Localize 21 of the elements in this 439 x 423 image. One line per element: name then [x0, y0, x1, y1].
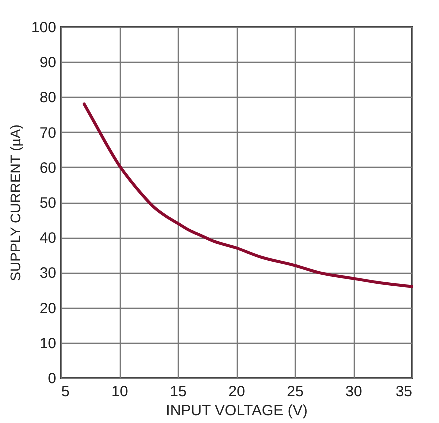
y-tick-label: 90: [40, 54, 56, 72]
y-tick-label: 20: [40, 300, 56, 318]
x-axis-title: INPUT VOLTAGE (V): [166, 402, 308, 420]
y-tick-label: 80: [40, 90, 56, 107]
y-tick-label: 40: [40, 230, 56, 248]
y-tick-label: 0: [48, 370, 56, 388]
y-tick-label: 60: [40, 160, 56, 177]
x-tick-label: 10: [112, 384, 128, 400]
y-tick-label: 30: [40, 265, 56, 282]
y-tick-label: 50: [40, 195, 56, 212]
y-tick-label: 10: [40, 335, 56, 352]
y-tick-label: 100: [31, 20, 56, 36]
line-series: [82, 102, 414, 288]
x-tick-label: 15: [170, 384, 187, 400]
x-tick-label: 20: [228, 384, 246, 400]
y-axis-title: SUPPLY CURRENT (µA): [7, 124, 24, 282]
y-tick-label: 70: [40, 124, 56, 142]
x-tick-label: 5: [62, 384, 70, 400]
x-tick-label: 25: [287, 384, 304, 400]
x-tick-label: 35: [396, 384, 412, 400]
x-tick-label: 30: [346, 384, 362, 400]
